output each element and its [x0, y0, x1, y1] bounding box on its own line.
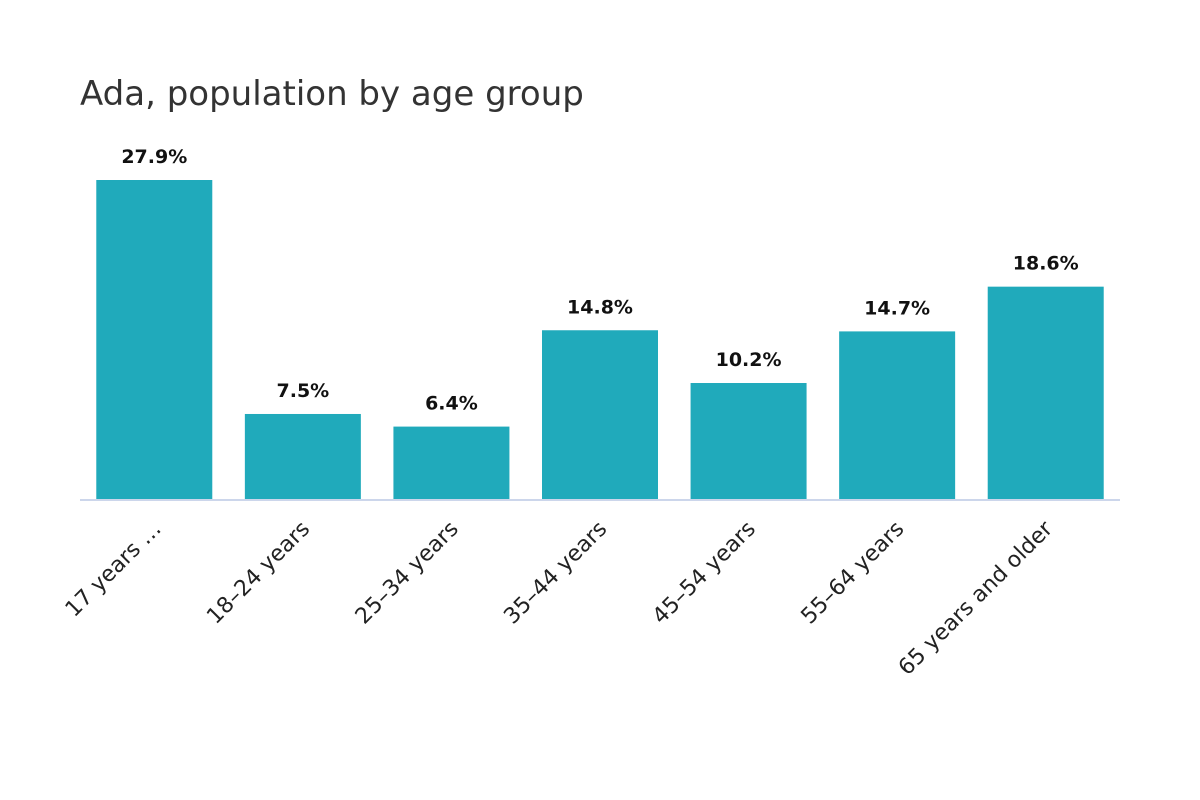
- x-tick-label-7: 65 years and older: [894, 516, 1059, 681]
- data-label-6: 14.7%: [864, 297, 930, 319]
- bar-3: [393, 426, 510, 500]
- x-tick-label-1: 17 years …: [61, 517, 167, 623]
- chart-title: Ada, population by age group: [80, 74, 584, 114]
- data-label-7: 18.6%: [1013, 253, 1079, 275]
- data-label-3: 6.4%: [425, 393, 478, 415]
- x-tick-labels-group: 17 years … 18–24 years 25–34 years 35–44 ye…: [61, 516, 1059, 681]
- data-labels-group: 27.9% 7.5% 6.4% 14.8% 10.2% 14.7% 18.6%: [121, 146, 1078, 415]
- bar-7: [987, 286, 1104, 500]
- x-tick-label-2: 18–24 years: [202, 517, 315, 630]
- bars-group: [96, 180, 1104, 500]
- x-tick-label-5: 45–54 years: [648, 517, 761, 630]
- bar-5: [690, 383, 807, 500]
- data-label-1: 27.9%: [121, 146, 187, 168]
- data-label-2: 7.5%: [277, 380, 330, 402]
- bar-1: [96, 180, 213, 500]
- x-tick-label-3: 25–34 years: [351, 517, 464, 630]
- x-tick-label-4: 35–44 years: [499, 517, 612, 630]
- bar-6: [839, 331, 956, 500]
- data-label-4: 14.8%: [567, 296, 633, 318]
- bar-2: [244, 413, 361, 500]
- x-tick-label-6: 55–64 years: [797, 517, 910, 630]
- bar-4: [542, 330, 658, 500]
- data-label-5: 10.2%: [716, 349, 782, 371]
